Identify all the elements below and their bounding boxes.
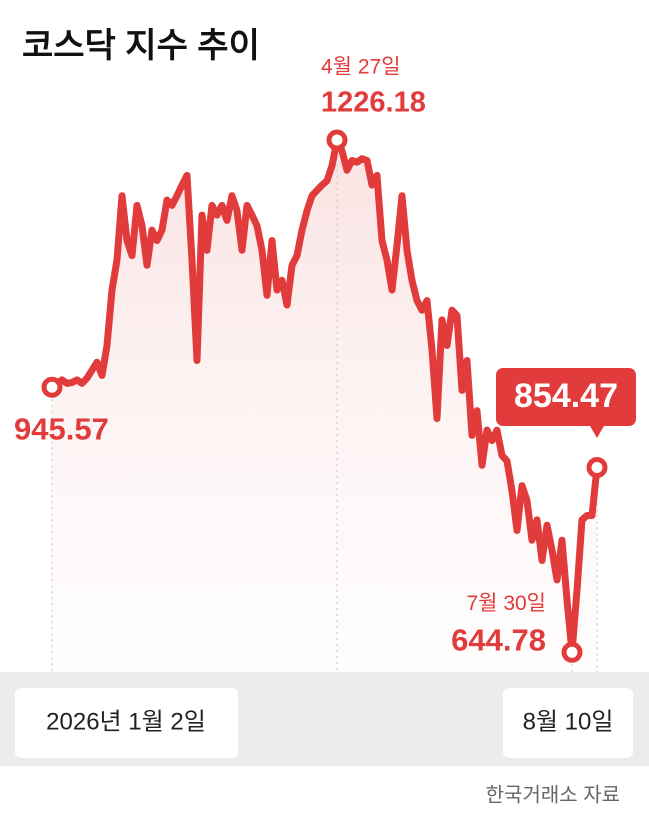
value-label: 854.47 [514,377,618,415]
callout-box [494,366,638,428]
value-label: 644.78 [451,622,546,657]
x-tick-label: 8월 10일 [523,708,614,735]
date-box [503,688,633,758]
point-marker [561,641,583,663]
line [48,136,601,656]
date-box [15,688,238,758]
point-marker [326,129,348,151]
source: 한국거래소 자료 [486,783,620,806]
area-fill [52,140,597,672]
value-label: 945.57 [14,411,109,446]
annotation-date: 4월 27일 [321,56,401,79]
x-tick-label: 2026년 1월 2일 [46,708,206,735]
point-marker [586,457,608,479]
point-marker [41,376,63,398]
value-label: 1226.18 [321,87,426,119]
annotation-date: 7월 30일 [466,592,546,615]
callout-pointer [590,426,604,438]
chart-title: 코스닥 지수 추이 [22,27,260,65]
